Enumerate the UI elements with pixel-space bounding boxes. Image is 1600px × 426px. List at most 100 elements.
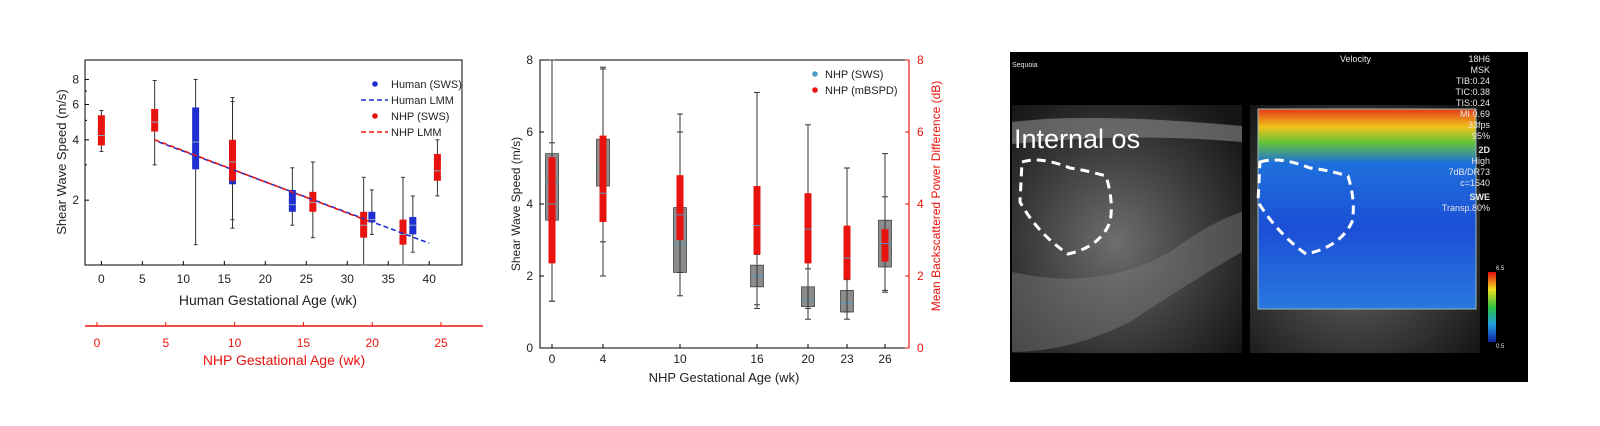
panel-a-xtick-label: 25 bbox=[300, 272, 314, 286]
swe-color-box bbox=[1257, 108, 1477, 310]
panel-b-ytick-label: 8 bbox=[526, 53, 533, 67]
legend-label: NHP (SWS) bbox=[391, 111, 449, 123]
internal-os-label: Internal os bbox=[1014, 124, 1141, 154]
panel-a-x2label: NHP Gestational Age (wk) bbox=[203, 352, 365, 368]
legend-marker bbox=[372, 113, 378, 119]
box-iqr bbox=[368, 211, 376, 223]
legend-label: Human (SWS) bbox=[391, 79, 462, 91]
panel-b-xtick-label: 4 bbox=[600, 352, 607, 366]
panel-a-ytick-label: 6 bbox=[72, 97, 79, 111]
info-line: 95% bbox=[1471, 131, 1490, 141]
panel-b-y2tick-label: 0 bbox=[917, 341, 924, 355]
info-line: 2D bbox=[1478, 145, 1490, 155]
panel-a-xtick-label: 20 bbox=[259, 272, 273, 286]
panel-b-chart: 0 2 4 6 8 0 2 4 6 8 0 4 10 16 20 23 26 Shear Wave Spee… bbox=[509, 53, 943, 385]
panel-b-ylabel-left: Shear Wave Speed (m/s) bbox=[509, 137, 523, 271]
panel-b-xtick-label: 10 bbox=[673, 352, 687, 366]
bmode-image-left bbox=[1012, 105, 1242, 353]
box-iqr bbox=[804, 193, 812, 264]
panel-a-xtick-label: 15 bbox=[218, 272, 232, 286]
panel-a-x2tick-label: 20 bbox=[366, 336, 380, 350]
panel-a-x2tick-label: 5 bbox=[162, 336, 169, 350]
box-iqr bbox=[599, 135, 607, 222]
panel-b-xtick-label: 0 bbox=[549, 352, 556, 366]
panel-b-ytick-label: 2 bbox=[526, 269, 533, 283]
info-line: 7dB/DR73 bbox=[1448, 167, 1490, 177]
info-line: TIB:0.24 bbox=[1455, 76, 1490, 86]
info-line: 33fps bbox=[1467, 120, 1490, 130]
box-iqr bbox=[288, 189, 296, 212]
box-iqr bbox=[97, 115, 105, 146]
panel-a-ytick-label: 8 bbox=[72, 72, 79, 86]
panel-b-ytick-label: 6 bbox=[526, 125, 533, 139]
legend-marker bbox=[812, 71, 818, 77]
box-iqr bbox=[843, 225, 851, 280]
legend-label: Human LMM bbox=[391, 95, 454, 107]
box-iqr bbox=[151, 108, 159, 132]
info-line: MSK bbox=[1470, 65, 1490, 75]
ultrasound-image bbox=[1012, 105, 1496, 353]
info-panel: 18H6 MSK TIB:0.24 TIC:0.38 TIS:0.24 MI 0.69 33… bbox=[1442, 54, 1490, 214]
tissue-band bbox=[1012, 212, 1242, 352]
box-iqr bbox=[753, 186, 761, 255]
panel-a-ylabel: Shear Wave Speed (m/s) bbox=[54, 89, 69, 234]
panel-a-ytick-label: 4 bbox=[72, 133, 79, 147]
legend-marker bbox=[372, 81, 378, 87]
info-line: TIC:0.38 bbox=[1455, 87, 1490, 97]
box-iqr bbox=[676, 175, 684, 240]
internal-os-outline-right bbox=[1256, 158, 1355, 256]
tissue-texture bbox=[1012, 117, 1242, 144]
panel-b-y2tick-label: 4 bbox=[917, 197, 924, 211]
panel-a-xlabel: Human Gestational Age (wk) bbox=[179, 292, 357, 308]
panel-b-xtick-label: 20 bbox=[801, 352, 815, 366]
internal-os-outline-left bbox=[1018, 158, 1113, 256]
panel-b-xtick-label: 23 bbox=[840, 352, 854, 366]
info-line: SWE bbox=[1469, 192, 1490, 202]
box-iqr bbox=[881, 229, 889, 262]
panel-a-axes-frame bbox=[84, 59, 463, 266]
mode-label: Velocity bbox=[1340, 54, 1372, 64]
brand-label: Sequoia bbox=[1012, 62, 1038, 69]
legend-label: NHP (mBSPD) bbox=[825, 85, 898, 97]
box-iqr bbox=[433, 153, 441, 181]
box-iqr bbox=[229, 139, 237, 181]
info-line: MI 0.69 bbox=[1459, 109, 1490, 119]
info-line: Transp.80% bbox=[1441, 203, 1490, 213]
panel-a-x2tick-label: 0 bbox=[94, 336, 101, 350]
info-line: High bbox=[1471, 156, 1490, 166]
info-line: c=1540 bbox=[1460, 178, 1490, 188]
panel-a-x2tick-label: 25 bbox=[434, 336, 448, 350]
panel-b-y2tick-label: 2 bbox=[917, 269, 924, 283]
colorbar-top-label: 6.5 bbox=[1496, 266, 1505, 272]
panel-a-xtick-label: 0 bbox=[98, 272, 105, 286]
box-iqr bbox=[399, 219, 407, 245]
info-line: 18H6 bbox=[1468, 54, 1490, 64]
panel-a-xtick-label: 35 bbox=[382, 272, 396, 286]
legend-marker bbox=[812, 87, 818, 93]
box-iqr bbox=[309, 191, 317, 212]
panel-a-xtick-label: 30 bbox=[341, 272, 355, 286]
box-iqr bbox=[548, 157, 556, 264]
legend-label: NHP (SWS) bbox=[825, 69, 883, 81]
panel-b-ytick-label: 0 bbox=[526, 341, 533, 355]
panel-b-xlabel: NHP Gestational Age (wk) bbox=[649, 370, 800, 385]
ultrasound-panel: Internal os Sequoia Velocity 18H6 MSK TIB:… bbox=[1010, 52, 1528, 382]
panel-a-chart: 2 4 6 8 0 5 10 15 20 25 30 35 40 Shear Wave Speed (… bbox=[54, 59, 483, 368]
panel-a-ytick-label: 2 bbox=[72, 193, 79, 207]
panel-b-ylabel-right: Mean Backscattered Power Difference (dB) bbox=[929, 81, 943, 312]
panel-b-xtick-label: 26 bbox=[878, 352, 892, 366]
panel-a-xtick-label: 40 bbox=[423, 272, 437, 286]
swe-colorbar bbox=[1488, 272, 1496, 342]
lmm-line bbox=[154, 139, 373, 224]
panel-a-x2tick-label: 15 bbox=[297, 336, 311, 350]
panel-b-xtick-label: 16 bbox=[750, 352, 764, 366]
panel-b-ytick-label: 4 bbox=[526, 197, 533, 211]
colorbar-bottom-label: 0.5 bbox=[1496, 344, 1505, 350]
box-iqr bbox=[192, 107, 200, 170]
panel-a-x2tick-label: 10 bbox=[228, 336, 242, 350]
panel-b-y2tick-label: 6 bbox=[917, 125, 924, 139]
panel-a-xtick-label: 10 bbox=[177, 272, 191, 286]
panel-b-y2tick-label: 8 bbox=[917, 53, 924, 67]
info-line: TIS:0.24 bbox=[1455, 98, 1490, 108]
legend-label: NHP LMM bbox=[391, 127, 442, 139]
